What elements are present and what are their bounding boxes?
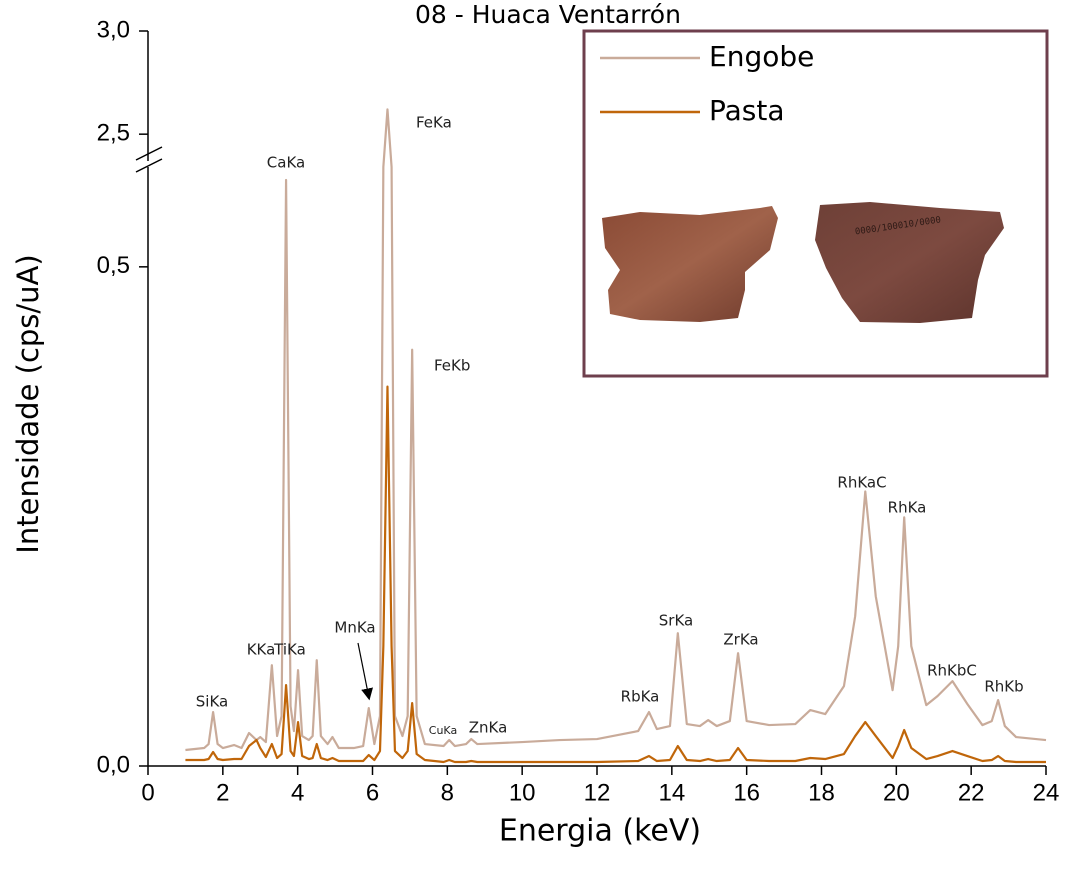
y-axis-label: Intensidade (cps/uA) [11,254,45,553]
x-tick-label: 18 [808,779,835,806]
x-tick-label: 8 [441,779,454,806]
peak-label: FeKb [434,357,470,375]
peak-label: FeKa [416,114,452,132]
peak-label: TiKa [273,641,306,659]
peak-label: RhKa [888,499,927,517]
chart-title: 08 - Huaca Ventarrón [415,0,681,29]
x-tick-label: 16 [733,779,760,806]
x-tick-label: 2 [216,779,229,806]
x-tick-label: 10 [509,779,536,806]
peak-label: KKa [247,641,276,659]
x-tick-label: 0 [141,779,154,806]
peak-label: RhKbC [927,662,977,680]
x-tick-label: 20 [883,779,910,806]
peak-label: ZrKa [723,631,758,649]
peak-label: SiKa [196,693,228,711]
legend-label: Engobe [709,40,814,73]
peak-label: ZnKa [469,719,508,737]
x-tick-label: 12 [584,779,611,806]
series-line [185,385,1046,764]
y-tick-label: 0,0 [97,751,130,778]
annotation-arrow [357,642,374,701]
legend-label: Pasta [709,94,785,127]
peak-label: RhKb [984,678,1023,696]
axis-break [135,158,163,173]
axis-break [135,146,163,161]
x-tick-label: 14 [658,779,685,806]
x-axis-label: Energia (keV) [499,814,701,849]
series-line [185,108,1047,752]
sherd-photo [602,206,778,322]
peak-label: CuKa [429,724,457,737]
legend-box [582,29,1049,378]
peak-label: MnKa [334,619,375,637]
peak-label: RbKa [621,688,660,706]
sherd-photo [815,202,1004,323]
y-tick-label: 0,5 [97,252,130,279]
peak-label: CaKa [267,154,305,172]
y-tick-label: 2,5 [97,120,130,147]
x-tick-label: 22 [958,779,985,806]
peak-label: SrKa [659,612,693,630]
x-tick-label: 4 [291,779,304,806]
x-tick-label: 6 [366,779,379,806]
y-tick-label: 3,0 [97,16,130,43]
peak-label: RhKaC [837,474,886,492]
x-tick-label: 24 [1033,779,1060,806]
